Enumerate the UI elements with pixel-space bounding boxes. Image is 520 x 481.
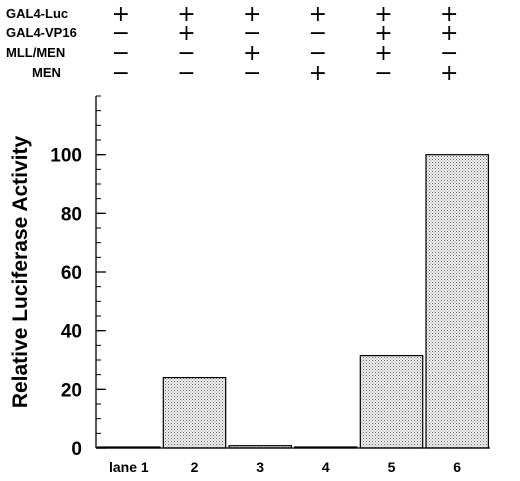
plus-sign: + [112,2,130,27]
plus-sign: + [309,61,327,86]
plus-sign: + [177,2,195,27]
condition-label: MLL/MEN [6,45,65,60]
y-tick-label: 20 [61,380,82,401]
plus-sign: + [440,21,458,46]
x-category-label: 6 [453,459,461,475]
y-tick-label: 40 [61,322,82,343]
bar-6 [425,154,490,449]
y-tick-label: 60 [61,263,82,284]
minus-sign: − [112,61,130,86]
minus-sign: − [177,41,195,66]
minus-sign: − [243,21,261,46]
minus-sign: − [243,61,261,86]
plus-sign: + [243,41,261,66]
plus-sign: + [177,21,195,46]
y-axis: 0 20 40 60 80 100 [50,95,106,460]
minus-sign: − [309,41,327,66]
minus-sign: − [374,61,392,86]
y-axis-title: Relative Luciferase Activity [9,136,32,409]
x-category-label: 2 [191,459,199,475]
y-tick-label: 100 [50,146,82,167]
x-category-label: lane 1 [109,459,149,475]
y-tick-label: 80 [61,204,82,225]
plus-sign: + [243,2,261,27]
x-category-label: 3 [256,459,264,475]
plus-sign: + [374,2,392,27]
minus-sign: − [112,21,130,46]
minus-sign: − [440,41,458,66]
condition-label: GAL4-VP16 [6,25,77,40]
bars [96,154,490,449]
minus-sign: − [112,41,130,66]
bar-2 [162,377,227,449]
y-tick-label: 0 [71,439,82,460]
plus-sign: + [440,61,458,86]
minus-sign: − [309,21,327,46]
x-category-label: 4 [322,459,330,475]
x-axis: lane 1 2 3 4 5 6 [96,447,490,475]
plus-sign: + [374,21,392,46]
plus-sign: + [374,41,392,66]
minus-sign: − [177,61,195,86]
plus-sign: + [309,2,327,27]
x-category-label: 5 [388,459,396,475]
conditions-table: GAL4-Luc + + + + + +GAL4-VP16− + − − + +MLL/MEN − − + −… [6,2,458,86]
condition-label: GAL4-Luc [6,6,68,21]
condition-label: MEN [32,65,61,80]
plus-sign: + [440,2,458,27]
bar-5 [359,355,424,449]
